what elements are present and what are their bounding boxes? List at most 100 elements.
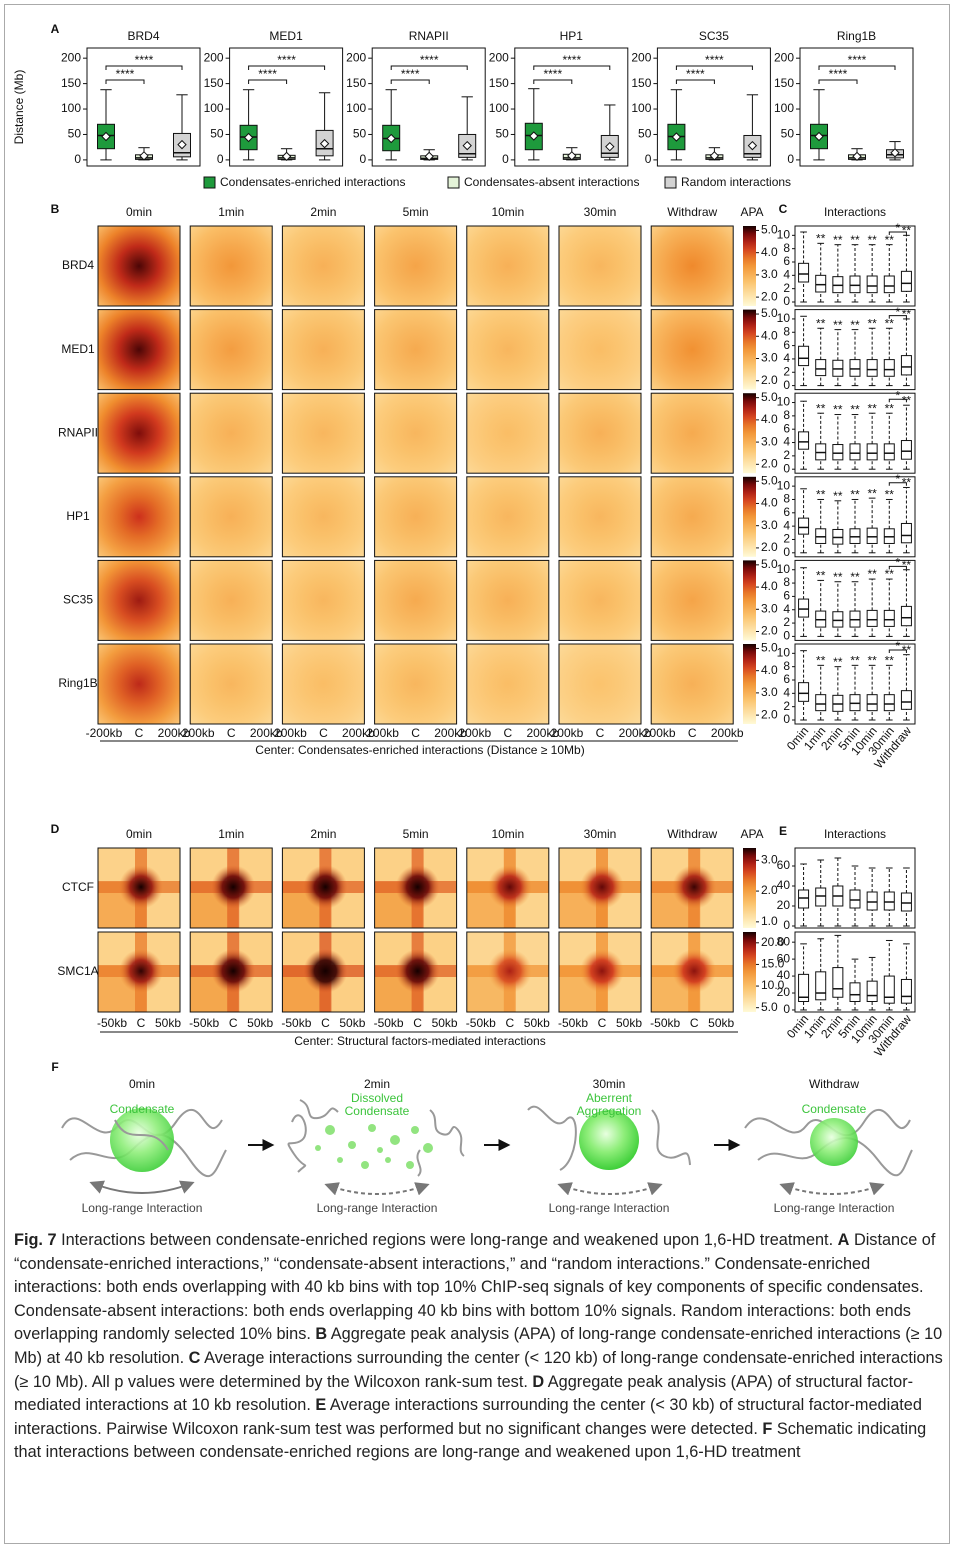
y-tick-label: 150 bbox=[774, 76, 794, 90]
colorbar-tick-label: 4.0 bbox=[761, 412, 778, 426]
caption-title: Interactions between condensate-enriched… bbox=[61, 1231, 833, 1249]
y-tick-label: 2 bbox=[783, 699, 790, 713]
y-tick-label: 150 bbox=[489, 76, 509, 90]
y-tick-label: 10 bbox=[777, 562, 791, 576]
box bbox=[816, 275, 826, 292]
panel-letter: D bbox=[51, 822, 60, 836]
column-header: Withdraw bbox=[667, 827, 717, 841]
panel-letter: E bbox=[779, 824, 787, 838]
y-tick-label: 150 bbox=[631, 76, 651, 90]
y-tick-label: 8 bbox=[783, 492, 790, 506]
heatmap-peak bbox=[447, 290, 569, 410]
x-tick-label: -200kb bbox=[178, 726, 215, 740]
x-tick-label: -200kb bbox=[270, 726, 307, 740]
significance: ** bbox=[867, 401, 877, 415]
colorbar-tick-label: 2.0 bbox=[761, 624, 778, 638]
significance: **** bbox=[848, 53, 867, 67]
y-tick-label: 0 bbox=[217, 152, 224, 166]
heatmap bbox=[651, 848, 733, 928]
plot-title: Interactions bbox=[824, 827, 886, 841]
heatmap-peak bbox=[78, 290, 200, 410]
heatmap-peak bbox=[303, 865, 347, 909]
significance: ** bbox=[816, 316, 826, 330]
row-label: HP1 bbox=[66, 509, 90, 523]
interaction-arc bbox=[92, 1183, 192, 1193]
box bbox=[816, 888, 826, 906]
x-tick-label: -200kb bbox=[454, 726, 491, 740]
colorbar bbox=[743, 393, 756, 473]
significance: **** bbox=[829, 67, 848, 81]
box bbox=[901, 523, 911, 542]
heatmap-peak bbox=[119, 949, 163, 993]
heatmap-peak bbox=[539, 457, 661, 577]
x-tick-label: C bbox=[137, 1016, 146, 1030]
x-tick-label: C bbox=[227, 726, 236, 740]
significance: ** bbox=[850, 488, 860, 502]
y-tick-label: 10 bbox=[777, 228, 791, 242]
box bbox=[867, 276, 877, 293]
box bbox=[867, 444, 877, 460]
x-tick-label: C bbox=[690, 1016, 699, 1030]
colorbar-tick-label: 1.0 bbox=[761, 914, 778, 928]
condensate bbox=[110, 1108, 174, 1172]
colorbar-tick-label: 2.0 bbox=[761, 456, 778, 470]
heatmap-peak bbox=[447, 540, 569, 660]
step-label: Dissolved bbox=[351, 1091, 403, 1105]
column-header: 2min bbox=[310, 827, 336, 841]
heatmap-peak bbox=[355, 373, 477, 493]
heatmap-peak bbox=[631, 457, 753, 577]
row-label: CTCF bbox=[62, 880, 94, 894]
box bbox=[833, 612, 843, 627]
significance: * bbox=[896, 305, 901, 319]
significance: ** bbox=[902, 224, 912, 238]
axis-caption: Center: Structural factors-mediated inte… bbox=[294, 1034, 545, 1048]
significance: * bbox=[896, 388, 901, 402]
panel-letter: A bbox=[51, 22, 60, 36]
box bbox=[884, 610, 894, 626]
x-tick-label: 200kb bbox=[711, 726, 744, 740]
significance: * bbox=[896, 472, 901, 486]
heatmap-peak bbox=[672, 865, 716, 909]
colorbar-tick-label: 2.0 bbox=[761, 883, 778, 897]
x-tick-label: -50kb bbox=[650, 1016, 680, 1030]
box bbox=[850, 890, 860, 908]
y-tick-label: 100 bbox=[631, 101, 651, 115]
y-tick-label: 2 bbox=[783, 281, 790, 295]
significance: **** bbox=[135, 53, 154, 67]
y-tick-label: 100 bbox=[204, 101, 224, 115]
y-tick-label: 0 bbox=[787, 152, 794, 166]
heatmap-peak bbox=[539, 290, 661, 410]
x-tick-label: 50kb bbox=[524, 1016, 550, 1030]
colorbar-tick-label: 5.0 bbox=[761, 641, 778, 655]
y-tick-label: 6 bbox=[783, 505, 790, 519]
box bbox=[850, 276, 860, 293]
x-tick-label: C bbox=[503, 726, 512, 740]
y-tick-label: 10 bbox=[777, 395, 791, 409]
y-tick-label: 0 bbox=[783, 1002, 790, 1016]
y-tick-label: 200 bbox=[774, 50, 794, 64]
heatmap-peak bbox=[170, 206, 292, 326]
y-tick-label: 50 bbox=[210, 127, 224, 141]
box bbox=[799, 263, 809, 282]
x-tick-label: -50kb bbox=[189, 1016, 219, 1030]
heatmap-peak bbox=[262, 540, 384, 660]
column-header: 1min bbox=[218, 205, 244, 219]
heatmap-peak bbox=[78, 540, 200, 660]
significance: ** bbox=[850, 318, 860, 332]
significance: ** bbox=[850, 654, 860, 668]
x-tick-label: -50kb bbox=[281, 1016, 311, 1030]
heatmap-peak bbox=[447, 373, 569, 493]
y-tick-label: 2 bbox=[783, 448, 790, 462]
row-label: SMC1A bbox=[57, 964, 98, 978]
box bbox=[850, 444, 860, 460]
box bbox=[901, 606, 911, 625]
heatmap-peak bbox=[631, 290, 753, 410]
droplets bbox=[315, 1124, 433, 1169]
x-tick-label: C bbox=[413, 1016, 422, 1030]
heatmap-peak bbox=[355, 290, 477, 410]
y-tick-label: 6 bbox=[783, 338, 790, 352]
y-tick-label: 0 bbox=[783, 545, 790, 559]
heatmap bbox=[282, 848, 364, 928]
y-tick-label: 150 bbox=[346, 76, 366, 90]
heatmap-peak bbox=[396, 865, 440, 909]
